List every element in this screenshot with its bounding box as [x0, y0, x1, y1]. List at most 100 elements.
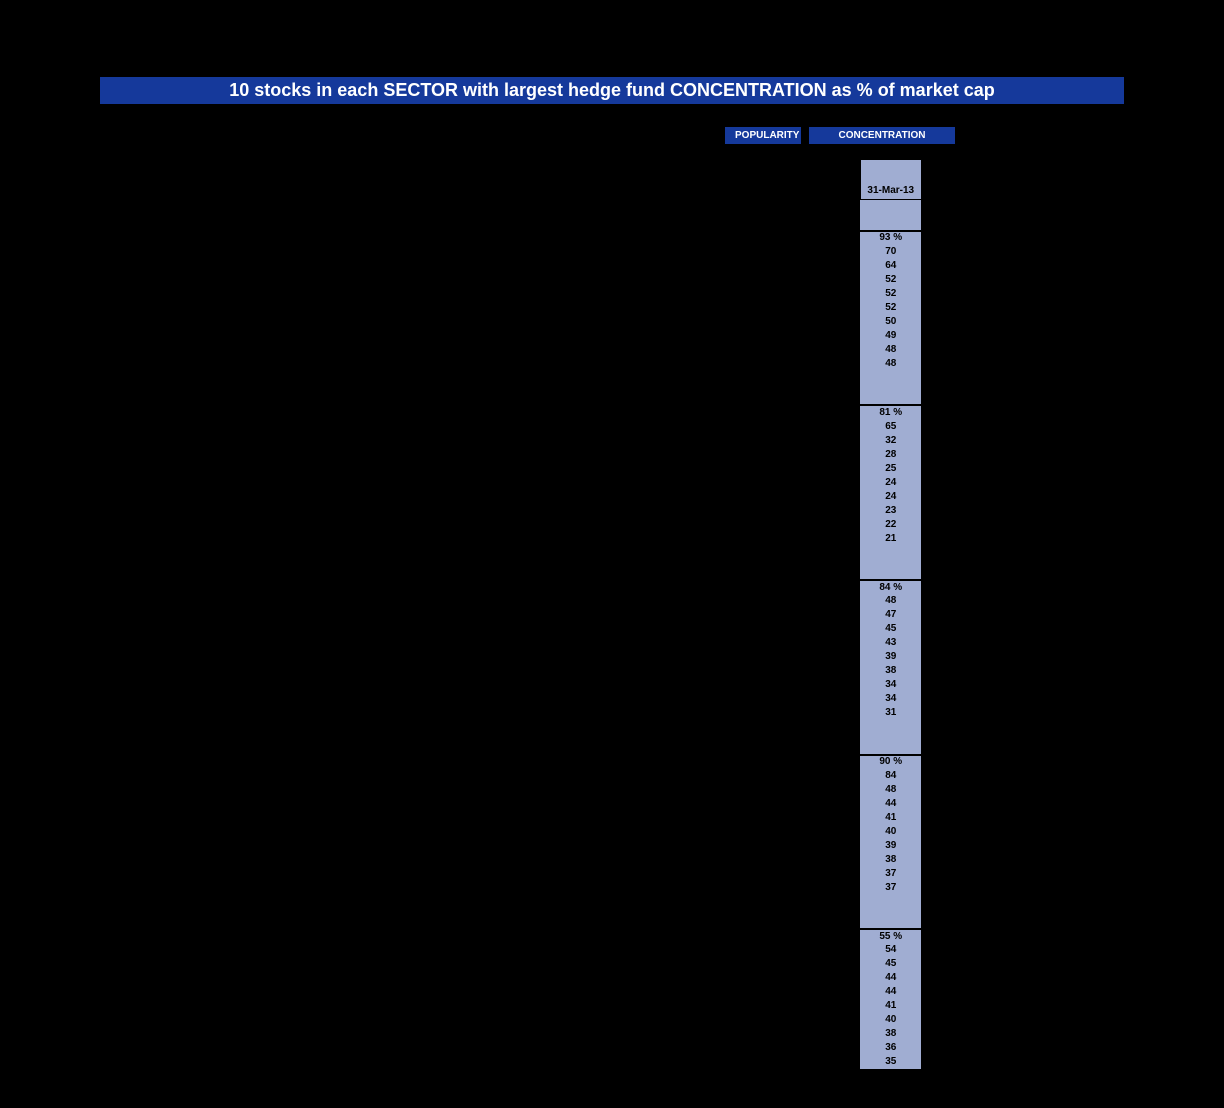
conc-cell: 48 [860, 343, 921, 357]
table-row: 93 % [100, 231, 1124, 245]
conc-cell: 93 % [860, 231, 921, 245]
table-row: 45 [100, 957, 1124, 971]
table-row: 32 [100, 433, 1124, 447]
conc-cell: 25 [860, 461, 921, 475]
conc-cell: 70 [860, 245, 921, 259]
table-row: 34 [100, 678, 1124, 692]
table-row: 47 [100, 608, 1124, 622]
table-row: 52 [100, 301, 1124, 315]
table-row: 38 [100, 664, 1124, 678]
conc-cell: 34 [860, 692, 921, 706]
table-row: 39 [100, 650, 1124, 664]
table-row: 37 [100, 881, 1124, 895]
th-ret: Total Return YTD 2013 [1043, 160, 1124, 200]
sector-title: Energy [100, 549, 860, 566]
conc-cell: 48 [860, 357, 921, 371]
table-row: 39 [100, 839, 1124, 853]
conc-cell: 24 [860, 489, 921, 503]
table-row: 52 [100, 287, 1124, 301]
conc-cell: 31 [860, 706, 921, 720]
th-conc-date: 31-Mar-13 [860, 160, 921, 200]
table-row: 48 [100, 357, 1124, 371]
conc-cell: 45 [860, 957, 921, 971]
conc-cell: 50 [860, 315, 921, 329]
table-row: 64 [100, 259, 1124, 273]
conc-cell-header-gap [860, 375, 921, 392]
conc-cell: 28 [860, 447, 921, 461]
th-subsec: Sub-sector [384, 160, 607, 200]
table-row: 44 [100, 985, 1124, 999]
conc-cell: 64 [860, 259, 921, 273]
conc-cell-header-gap [860, 199, 921, 217]
table-row: 36 [100, 1041, 1124, 1055]
th-nfunds: No. of funds with position [698, 160, 779, 200]
conc-cell: 34 [860, 678, 921, 692]
conc-cell: 41 [860, 999, 921, 1013]
conc-cell: 32 [860, 433, 921, 447]
table-row: 31 [100, 706, 1124, 720]
conc-cell: 52 [860, 301, 921, 315]
table-row: 44 [100, 971, 1124, 985]
table-row: 37 [100, 867, 1124, 881]
conc-cell: 84 % [860, 580, 921, 594]
table-row: 48 [100, 783, 1124, 797]
table-row: 28 [100, 447, 1124, 461]
conc-cell: 52 [860, 273, 921, 287]
table-row: 70 [100, 245, 1124, 259]
table-row: 81 % [100, 405, 1124, 419]
tab-concentration[interactable]: CONCENTRATION [808, 126, 956, 145]
conc-cell: 49 [860, 329, 921, 343]
conc-cell: 47 [860, 608, 921, 622]
conc-cell: 36 [860, 1041, 921, 1055]
conc-cell: 40 [860, 825, 921, 839]
sector-title: Consumer Discretionary [100, 199, 860, 217]
table-row: 84 [100, 769, 1124, 783]
table-row: 45 [100, 622, 1124, 636]
table-row: 54 [100, 943, 1124, 957]
tab-popularity[interactable]: POPULARITY [724, 126, 802, 145]
sector-title: Financials [100, 724, 860, 741]
conc-cell: 24 [860, 475, 921, 489]
conc-cell: 39 [860, 839, 921, 853]
conc-cell: 35 [860, 1055, 921, 1069]
table-row: 22 [100, 517, 1124, 531]
conc-cell: 21 [860, 531, 921, 545]
ranking-methodology: Ranking methodology: POPULARITY CONCENTR… [100, 126, 1124, 145]
table-row: 40 [100, 825, 1124, 839]
concentration-table: Company Ticker Sub-sector Equity Cap ($ … [100, 159, 1124, 1073]
conc-cell: 40 [860, 1013, 921, 1027]
table-row: 40 [100, 1013, 1124, 1027]
sector-title: Consumer Staples [100, 375, 860, 392]
table-row: 23 [100, 503, 1124, 517]
table-row: 24 [100, 475, 1124, 489]
conc-cell: 81 % [860, 405, 921, 419]
table-row: 25 [100, 461, 1124, 475]
conc-cell: 55 % [860, 929, 921, 943]
conc-cell: 52 [860, 287, 921, 301]
conc-cell: 37 [860, 867, 921, 881]
conc-cell: 43 [860, 636, 921, 650]
conc-cell: 90 % [860, 755, 921, 769]
conc-cell: 39 [860, 650, 921, 664]
th-cap: Equity Cap ($ bil) [607, 160, 698, 200]
conc-cell-header-gap [860, 899, 921, 916]
conc-cell: 23 [860, 503, 921, 517]
conc-cell: 37 [860, 881, 921, 895]
conc-cell: 38 [860, 1027, 921, 1041]
th-neq: Net HF equity ($ mn) [779, 160, 860, 200]
conc-cell-header-gap [860, 724, 921, 741]
table-row: 84 % [100, 580, 1124, 594]
table-row: 41 [100, 811, 1124, 825]
conc-cell: 22 [860, 517, 921, 531]
conc-cell: 54 [860, 943, 921, 957]
table-row: 50 [100, 315, 1124, 329]
table-row: 48 [100, 594, 1124, 608]
conc-cell: 44 [860, 971, 921, 985]
th-ticker: Ticker [323, 160, 384, 200]
table-row: 48 [100, 343, 1124, 357]
conc-cell: 44 [860, 985, 921, 999]
conc-cell: 45 [860, 622, 921, 636]
conc-cell: 65 [860, 419, 921, 433]
table-row: 65 [100, 419, 1124, 433]
table-row: 24 [100, 489, 1124, 503]
